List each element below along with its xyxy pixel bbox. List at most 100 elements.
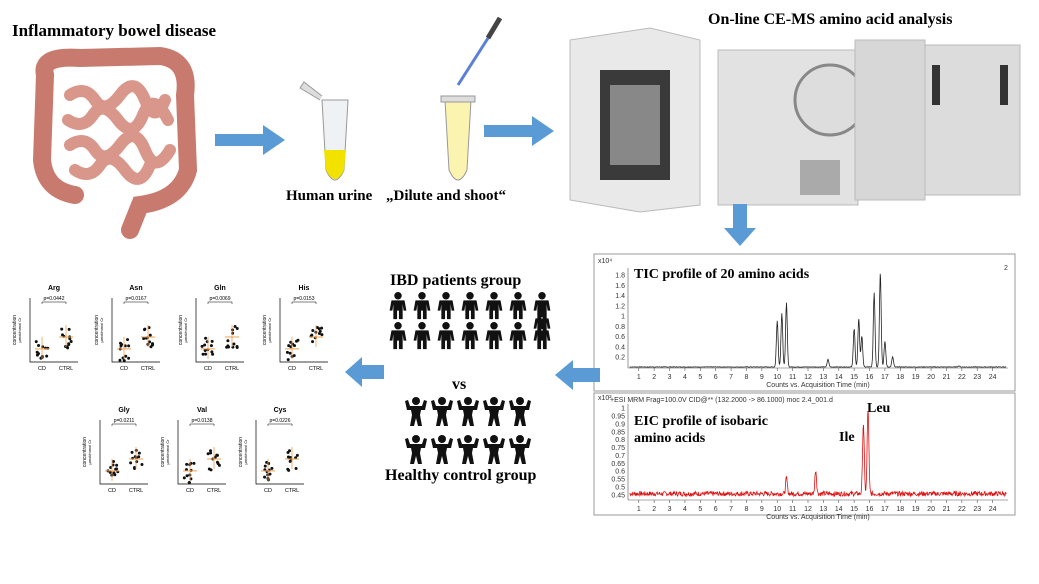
group-tick: CD bbox=[38, 366, 46, 372]
dot bbox=[311, 328, 315, 332]
dot bbox=[143, 328, 147, 332]
sig-bar bbox=[123, 301, 149, 304]
peak-label: Ile bbox=[839, 430, 855, 445]
y-tick-label: 0.6 bbox=[615, 334, 625, 341]
trace bbox=[629, 273, 1007, 368]
dot bbox=[142, 337, 146, 341]
dot bbox=[69, 340, 73, 344]
dot bbox=[230, 328, 234, 332]
x-tick-label: 18 bbox=[896, 374, 904, 381]
y-tick-label: 0.6 bbox=[615, 469, 625, 476]
eic-header: +ESI MRM Frag=100.0V CID@** (132.2000 ->… bbox=[610, 397, 833, 404]
control-icon bbox=[509, 435, 531, 464]
x-tick-label: 10 bbox=[773, 374, 781, 381]
vs-label: vs bbox=[452, 376, 466, 393]
control-icon bbox=[431, 397, 453, 426]
control-icon bbox=[457, 397, 479, 426]
dot bbox=[209, 451, 213, 455]
dot bbox=[115, 463, 119, 467]
axes bbox=[29, 298, 78, 363]
y-tick-label: 0.4 bbox=[615, 344, 625, 351]
p-value: p=0.0211 bbox=[114, 418, 135, 424]
disease-title: Inflammatory bowel disease bbox=[12, 21, 216, 40]
dot bbox=[187, 481, 191, 485]
x-tick-label: 1 bbox=[637, 506, 641, 513]
dot bbox=[119, 344, 123, 348]
dot bbox=[185, 474, 189, 478]
patient-icon bbox=[413, 292, 431, 320]
y-axis-unit: µmol/mmol Cr bbox=[243, 439, 248, 465]
plot-title: Cys bbox=[274, 407, 287, 414]
x-tick-label: 3 bbox=[668, 506, 672, 513]
dot bbox=[288, 351, 292, 355]
multiplier: x10² bbox=[598, 395, 612, 402]
y-tick-label: 0.5 bbox=[615, 484, 625, 491]
group-tick: CD bbox=[186, 488, 194, 494]
x-tick-label: 13 bbox=[819, 374, 827, 381]
dot bbox=[200, 344, 204, 348]
group-label: Healthy control group bbox=[385, 467, 537, 484]
x-tick-label: 13 bbox=[819, 506, 827, 513]
y-axis-label: concentration bbox=[82, 437, 88, 467]
p-value: p=0.0226 bbox=[270, 418, 291, 424]
group-tick: CTRL bbox=[225, 366, 239, 372]
x-tick-label: 12 bbox=[804, 374, 812, 381]
sig-bar bbox=[41, 301, 67, 304]
x-tick-label: 12 bbox=[804, 506, 812, 513]
control-icon bbox=[483, 397, 505, 426]
dot bbox=[113, 473, 117, 477]
dot bbox=[127, 356, 131, 360]
p-value: p=0.0138 bbox=[192, 418, 213, 424]
y-tick-label: 0.8 bbox=[615, 324, 625, 331]
x-tick-label: 6 bbox=[714, 506, 718, 513]
x-tick-label: 15 bbox=[850, 506, 858, 513]
y-tick-label: 1.6 bbox=[615, 283, 625, 290]
y-axis-label: concentration bbox=[262, 315, 268, 345]
dot bbox=[294, 466, 298, 470]
x-tick-label: 19 bbox=[912, 374, 920, 381]
patient-icon bbox=[509, 322, 527, 350]
axes bbox=[111, 298, 160, 363]
dot bbox=[226, 339, 230, 343]
dot bbox=[111, 459, 115, 463]
dot bbox=[129, 461, 133, 465]
dot bbox=[265, 460, 269, 464]
dot bbox=[286, 358, 290, 362]
dot bbox=[320, 333, 324, 337]
dot bbox=[289, 340, 293, 344]
y-axis-unit: µmol/mmol Cr bbox=[165, 439, 170, 465]
dot bbox=[294, 456, 298, 460]
dot bbox=[235, 326, 239, 330]
dot bbox=[227, 345, 231, 349]
axes bbox=[255, 420, 304, 485]
x-tick-label: 11 bbox=[789, 374, 796, 381]
dot bbox=[127, 344, 131, 348]
dot bbox=[207, 467, 211, 471]
arrow bbox=[724, 204, 756, 246]
dot bbox=[123, 344, 127, 348]
dot bbox=[320, 326, 324, 330]
p-value: p=0.0069 bbox=[210, 296, 231, 302]
x-axis-label: Counts vs. Acquisition Time (min) bbox=[766, 382, 869, 389]
x-tick-label: 3 bbox=[668, 374, 672, 381]
dot bbox=[182, 476, 186, 480]
y-axis-label: concentration bbox=[178, 315, 184, 345]
control-icon bbox=[483, 435, 505, 464]
y-axis-unit: µmol/mmol Cr bbox=[267, 317, 272, 343]
dot bbox=[285, 350, 289, 354]
plot-title: Asn bbox=[129, 285, 142, 292]
x-tick-label: 2 bbox=[652, 374, 656, 381]
x-tick-label: 22 bbox=[958, 506, 966, 513]
y-tick-label: 0.65 bbox=[611, 461, 625, 468]
x-tick-label: 20 bbox=[927, 506, 935, 513]
dot bbox=[137, 451, 141, 455]
group-tick: CD bbox=[108, 488, 116, 494]
y-tick-label: 0.2 bbox=[615, 355, 625, 362]
x-tick-label: 6 bbox=[714, 374, 718, 381]
ce-ms-instrument bbox=[569, 27, 1021, 213]
x-tick-label: 16 bbox=[866, 506, 874, 513]
urine-tube bbox=[299, 81, 349, 181]
x-tick-label: 24 bbox=[989, 506, 997, 513]
p-value: p=0.0153 bbox=[294, 296, 315, 302]
